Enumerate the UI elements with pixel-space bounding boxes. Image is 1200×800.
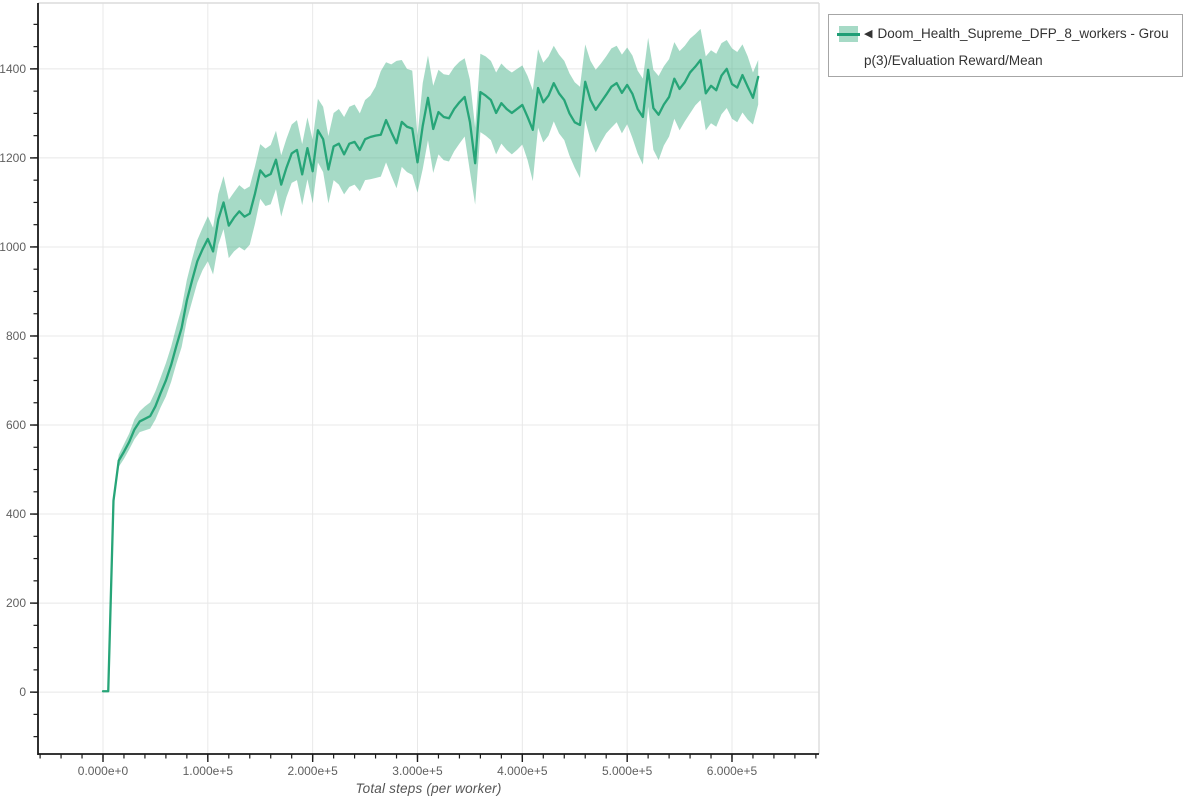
legend-label: ◀ Doom_Health_Supreme_DFP_8_workers - Gro… bbox=[864, 21, 1176, 73]
y-tick-label: 1000 bbox=[0, 240, 26, 254]
x-tick-label: 5.000e+5 bbox=[602, 764, 653, 778]
mean-line bbox=[101, 58, 760, 693]
y-tick-label: 200 bbox=[6, 596, 26, 610]
y-tick-label: 600 bbox=[6, 418, 26, 432]
series-name: Doom_Health_Supreme_DFP_8_workers - Grou… bbox=[864, 26, 1169, 68]
x-tick-label: 3.000e+5 bbox=[392, 764, 443, 778]
y-tick-label: 0 bbox=[19, 685, 26, 699]
series-swatch-icon bbox=[837, 25, 860, 43]
x-tick-label: 4.000e+5 bbox=[497, 764, 548, 778]
y-tick-label: 1200 bbox=[0, 151, 26, 165]
x-tick-label: 1.000e+5 bbox=[183, 764, 234, 778]
y-tick-label: 1400 bbox=[0, 62, 26, 76]
y-tick-label: 800 bbox=[6, 329, 26, 343]
x-tick-label: 0.000e+0 bbox=[78, 764, 129, 778]
legend-box[interactable]: ◀ Doom_Health_Supreme_DFP_8_workers - Gro… bbox=[828, 14, 1183, 77]
confidence-band bbox=[103, 28, 759, 692]
series-swatch-line bbox=[837, 33, 860, 36]
collapse-triangle-icon[interactable]: ◀ bbox=[864, 28, 873, 40]
x-axis-title: Total steps (per worker) bbox=[355, 781, 502, 796]
x-tick-label: 2.000e+5 bbox=[287, 764, 338, 778]
y-tick-label: 400 bbox=[6, 507, 26, 521]
x-tick-label: 6.000e+5 bbox=[707, 764, 758, 778]
